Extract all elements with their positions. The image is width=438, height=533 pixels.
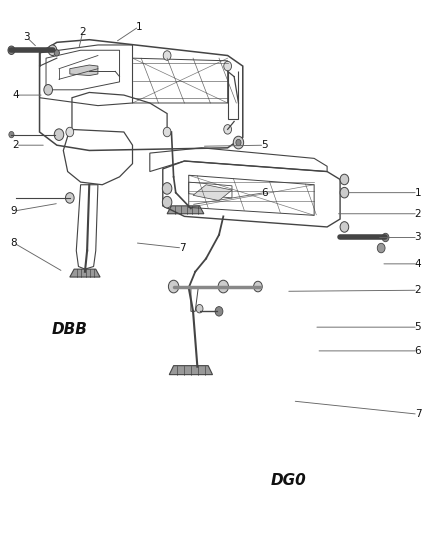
Circle shape [168, 280, 179, 293]
Text: 4: 4 [12, 90, 19, 100]
Circle shape [163, 127, 171, 137]
Circle shape [224, 125, 232, 134]
Circle shape [8, 46, 15, 54]
Circle shape [377, 243, 385, 253]
Circle shape [54, 50, 60, 56]
Polygon shape [70, 269, 100, 277]
Circle shape [66, 127, 74, 137]
Circle shape [233, 136, 244, 149]
Circle shape [340, 188, 349, 198]
Text: 3: 3 [415, 232, 421, 243]
Text: 2: 2 [79, 27, 86, 37]
Circle shape [54, 129, 64, 140]
Text: 7: 7 [415, 409, 421, 419]
Text: 5: 5 [415, 322, 421, 332]
Text: 6: 6 [415, 346, 421, 356]
Circle shape [44, 85, 53, 95]
Text: 8: 8 [10, 238, 17, 248]
Text: 3: 3 [23, 32, 30, 42]
Circle shape [236, 140, 241, 146]
Text: 2: 2 [12, 140, 19, 150]
Circle shape [382, 233, 389, 241]
Circle shape [162, 183, 172, 194]
Circle shape [254, 281, 262, 292]
Circle shape [196, 304, 203, 313]
Circle shape [215, 306, 223, 316]
Polygon shape [169, 366, 212, 375]
Text: 6: 6 [261, 188, 268, 198]
Circle shape [218, 280, 229, 293]
Text: 4: 4 [415, 259, 421, 269]
Text: 1: 1 [415, 188, 421, 198]
Text: 2: 2 [415, 209, 421, 219]
Text: 2: 2 [415, 285, 421, 295]
Circle shape [224, 61, 232, 71]
Text: 7: 7 [179, 243, 186, 253]
Circle shape [340, 174, 349, 185]
Circle shape [340, 222, 349, 232]
Circle shape [48, 45, 57, 55]
Text: 9: 9 [10, 206, 17, 216]
Circle shape [162, 196, 172, 208]
Circle shape [66, 192, 74, 203]
Text: 1: 1 [136, 21, 142, 31]
Circle shape [163, 51, 171, 60]
Text: DG0: DG0 [270, 473, 306, 488]
Polygon shape [70, 65, 98, 76]
Text: DBB: DBB [52, 322, 88, 337]
Polygon shape [193, 185, 232, 200]
Polygon shape [167, 206, 204, 214]
Circle shape [9, 132, 14, 138]
Text: 5: 5 [261, 140, 268, 150]
